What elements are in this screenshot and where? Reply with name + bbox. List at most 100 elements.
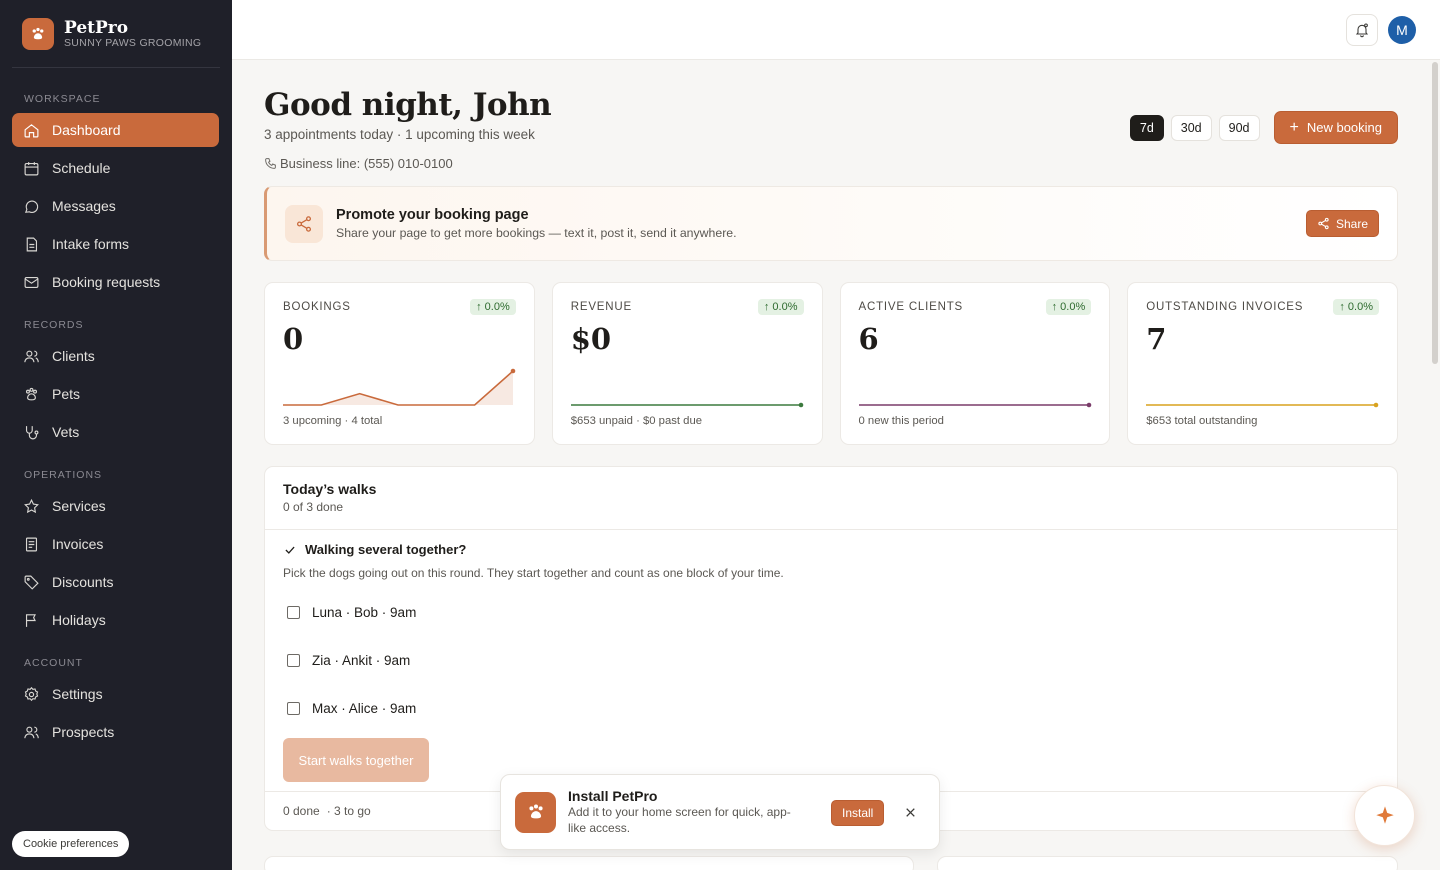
sidebar-item-intake-forms[interactable]: Intake forms xyxy=(12,227,219,261)
walking-several-toggle[interactable]: Walking several together? xyxy=(283,542,1379,557)
phone-icon xyxy=(265,158,276,169)
walks-togo-count: · 3 to go xyxy=(326,804,371,818)
star-icon xyxy=(24,498,39,513)
stat-value: 0 xyxy=(283,322,304,356)
sidebar-item-booking-requests[interactable]: Booking requests xyxy=(12,265,219,299)
nav-section-operations: OPERATIONS xyxy=(24,469,103,481)
stat-card-active-clients[interactable]: ACTIVE CLIENTS ↑ 0.0% 6 0 new this perio… xyxy=(839,282,1111,445)
sidebar-item-label: Messages xyxy=(52,198,116,214)
install-text: Add it to your home screen for quick, ap… xyxy=(568,805,791,835)
sparkline-end-point xyxy=(1373,402,1379,408)
tag-icon xyxy=(24,575,39,590)
sidebar-item-invoices[interactable]: Invoices xyxy=(12,527,219,561)
sidebar-item-label: Services xyxy=(52,498,106,514)
sidebar-item-label: Holidays xyxy=(52,612,106,628)
sidebar-item-vets[interactable]: Vets xyxy=(12,415,219,449)
users-icon xyxy=(24,350,39,362)
stat-footer: $653 total outstanding xyxy=(1146,415,1258,427)
stat-change-badge: ↑ 0.0% xyxy=(1333,299,1379,315)
stat-change-badge: ↑ 0.0% xyxy=(757,299,804,315)
stat-footer: $653 unpaid · $0 past due xyxy=(570,415,703,427)
todays-walks-card: Today’s walks 0 of 3 done Walking severa… xyxy=(264,466,1398,831)
receipt-icon xyxy=(25,537,38,551)
stat-card-outstanding-invoices[interactable]: OUTSTANDING INVOICES ↑ 0.0% 7 $653 total… xyxy=(1127,282,1398,445)
start-walks-together-button[interactable]: Start walks together xyxy=(283,738,429,782)
calendar-icon xyxy=(24,161,39,175)
main-content: Good night, John 3 appointments today · … xyxy=(264,60,1398,831)
chat-icon xyxy=(24,200,39,213)
sidebar-item-label: Booking requests xyxy=(52,274,161,290)
sparkline-end-point xyxy=(798,402,804,408)
share-icon xyxy=(285,204,323,243)
dog-label: Zia · Ankit · 9am xyxy=(312,653,411,668)
page-title: Good night, John xyxy=(264,87,552,123)
sparkline xyxy=(1146,402,1379,408)
avatar[interactable]: M xyxy=(1388,16,1416,44)
dog-checkbox[interactable] xyxy=(287,606,300,619)
users-icon xyxy=(24,726,39,738)
stats-row: BOOKINGS ↑ 0.0% 0 3 upcoming · 4 total R… xyxy=(264,282,1398,445)
sidebar-item-clients[interactable]: Clients xyxy=(12,339,219,373)
scrollbar[interactable] xyxy=(1432,62,1438,364)
sparkline-line xyxy=(283,370,514,406)
sidebar-item-label: Clients xyxy=(52,348,95,364)
sidebar-item-messages[interactable]: Messages xyxy=(12,189,219,223)
walks-subtitle: 0 of 3 done xyxy=(283,500,344,514)
share-label: Share xyxy=(1335,216,1368,231)
range-30d-button[interactable]: 30d xyxy=(1170,114,1212,141)
close-icon[interactable] xyxy=(904,806,917,824)
sparkline-end-point xyxy=(510,368,516,374)
sparkline xyxy=(570,402,804,408)
promo-text: Share your page to get more bookings — t… xyxy=(336,226,737,240)
install-title: Install PetPro xyxy=(568,788,658,804)
sidebar-item-services[interactable]: Services xyxy=(12,489,219,523)
home-icon xyxy=(24,123,39,137)
stat-value: 6 xyxy=(858,322,879,356)
stat-label: REVENUE xyxy=(570,301,632,313)
sidebar-item-label: Invoices xyxy=(52,536,104,552)
sparkline xyxy=(858,402,1091,408)
sidebar-item-discounts[interactable]: Discounts xyxy=(12,565,219,599)
stat-label: BOOKINGS xyxy=(283,301,351,313)
next-card-right xyxy=(937,856,1398,870)
stat-value: $0 xyxy=(570,322,612,356)
flag-icon xyxy=(25,613,36,627)
new-booking-button[interactable]: + New booking xyxy=(1273,111,1398,144)
walks-header: Today’s walks 0 of 3 done xyxy=(265,467,1397,530)
page-subtitle: 3 appointments today · 1 upcoming this w… xyxy=(264,127,535,142)
dog-select-row[interactable]: Luna · Bob · 9am xyxy=(283,597,1379,628)
assistant-button[interactable] xyxy=(1354,785,1415,846)
share-button[interactable]: Share xyxy=(1305,210,1379,237)
business-phone-text: Business line: (555) 010-0100 xyxy=(280,156,453,171)
topbar: M xyxy=(232,0,1440,60)
dog-checkbox[interactable] xyxy=(287,702,300,715)
dog-checkbox[interactable] xyxy=(287,654,300,667)
sidebar-item-label: Vets xyxy=(52,424,80,440)
dog-label: Max · Alice · 9am xyxy=(312,701,417,716)
sparkle-icon xyxy=(1375,805,1394,824)
sparkline xyxy=(283,368,516,406)
stat-card-revenue[interactable]: REVENUE ↑ 0.0% $0 $653 unpaid · $0 past … xyxy=(551,282,823,445)
stat-card-bookings[interactable]: BOOKINGS ↑ 0.0% 0 3 upcoming · 4 total xyxy=(264,282,535,445)
sidebar-item-label: Settings xyxy=(52,686,103,702)
dog-select-row[interactable]: Max · Alice · 9am xyxy=(283,693,1379,724)
stethoscope-icon xyxy=(25,425,39,439)
sidebar-item-holidays[interactable]: Holidays xyxy=(12,603,219,637)
sidebar-item-pets[interactable]: Pets xyxy=(12,377,219,411)
range-7d-button[interactable]: 7d xyxy=(1129,114,1164,141)
sidebar-item-dashboard[interactable]: Dashboard xyxy=(12,113,219,147)
stat-footer: 3 upcoming · 4 total xyxy=(283,415,383,427)
cookie-preferences-button[interactable]: Cookie preferences xyxy=(12,831,130,857)
sidebar-item-prospects[interactable]: Prospects xyxy=(12,715,219,749)
brand[interactable]: PetPro SUNNY PAWS GROOMING xyxy=(12,0,220,68)
sparkline-area xyxy=(283,371,513,405)
notifications-button[interactable] xyxy=(1346,14,1378,46)
sparkline-end-point xyxy=(1086,402,1091,408)
promo-banner: Promote your booking page Share your pag… xyxy=(264,186,1398,261)
install-button[interactable]: Install xyxy=(831,800,885,826)
dog-select-row[interactable]: Zia · Ankit · 9am xyxy=(283,645,1379,676)
sidebar-item-schedule[interactable]: Schedule xyxy=(12,151,219,185)
paw-icon xyxy=(25,387,38,400)
sidebar-item-settings[interactable]: Settings xyxy=(12,677,219,711)
range-90d-button[interactable]: 90d xyxy=(1218,114,1260,141)
